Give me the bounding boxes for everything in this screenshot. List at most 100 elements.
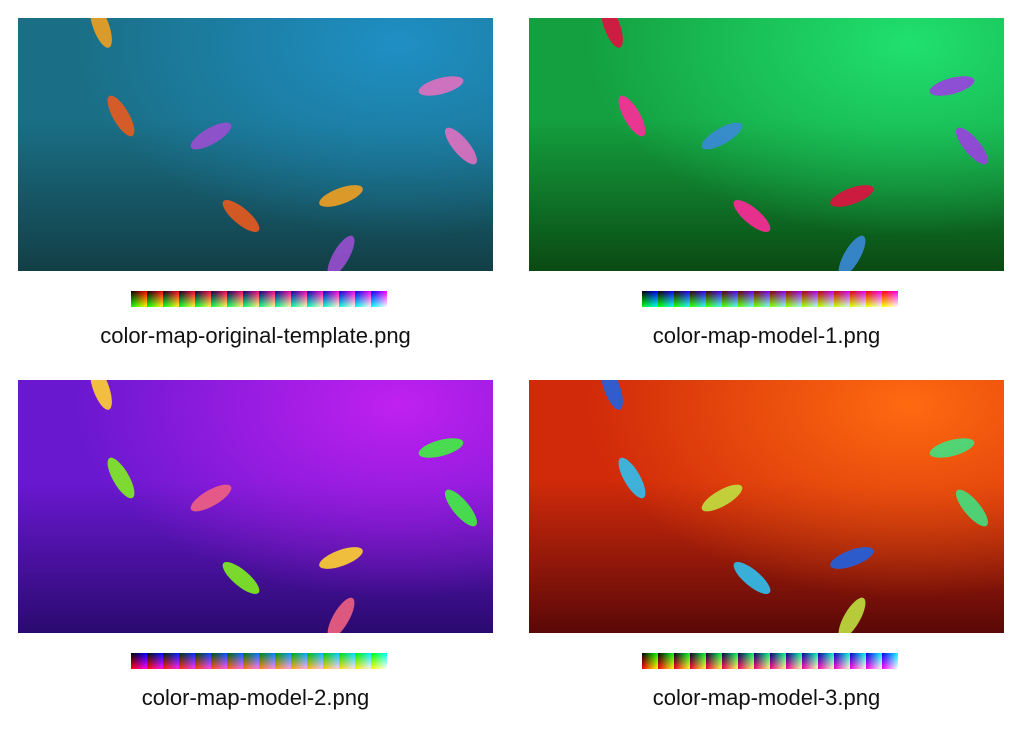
figure-caption: color-map-original-template.png [100,323,411,348]
color-map-tile [179,291,195,307]
figure-image [18,380,493,633]
fish-shape [102,454,140,502]
fish-shape [322,232,360,271]
color-map-tile [227,653,243,669]
color-map-tile [882,653,898,669]
fish-shape [316,542,366,574]
fish-shape [951,123,993,169]
fish-shape [613,454,651,502]
color-map-tile [866,653,882,669]
color-map-tile [706,291,722,307]
color-map-tile [371,291,387,307]
color-map-tile [882,291,898,307]
color-map-tile [195,653,211,669]
color-map-tile [147,653,163,669]
color-map-tile [690,653,706,669]
color-map-tile [690,291,706,307]
color-map-tile [339,653,355,669]
color-map-tile [802,291,818,307]
color-map-tile [307,291,323,307]
color-map-tile [355,653,371,669]
color-map-tile [243,291,259,307]
color-map-strip [642,291,898,307]
fish-shape [322,594,360,633]
color-map-tile [291,653,307,669]
color-map-tile [770,291,786,307]
color-map-tile [674,291,690,307]
fish-shape [440,485,482,531]
color-map-tile [163,653,179,669]
figure-caption: color-map-model-1.png [652,323,881,348]
figure-caption: color-map-model-3.png [652,685,881,710]
color-map-tile [738,653,754,669]
color-map-tile [786,653,802,669]
color-map-tile [307,653,323,669]
color-map-tile [866,291,882,307]
color-map-tile [355,291,371,307]
fish-shape [596,380,628,413]
color-map-tile [818,653,834,669]
color-map-tile [658,653,674,669]
color-map-tile [259,291,275,307]
color-map-tile [147,291,163,307]
color-map-tile [850,653,866,669]
color-map-strip [131,291,387,307]
color-map-strip [131,653,387,669]
color-map-tile [275,653,291,669]
color-map-tile [163,291,179,307]
color-map-tile [658,291,674,307]
fish-shape [927,434,977,462]
fish-shape [596,18,628,51]
fish-shape [951,485,993,531]
color-map-tile [674,653,690,669]
fish-shape [102,92,140,140]
color-map-tile [722,653,738,669]
color-map-tile [642,291,658,307]
figure-caption: color-map-model-2.png [141,685,370,710]
color-map-tile [834,291,850,307]
color-map-tile [323,653,339,669]
color-map-tile [706,653,722,669]
fish-shape [416,434,466,462]
color-map-tile [275,291,291,307]
fish-shape [316,180,366,212]
color-map-tile [738,291,754,307]
color-map-tile [131,653,147,669]
figure-image [529,18,1004,271]
color-map-tile [179,653,195,669]
color-map-tile [131,291,147,307]
fish-shape [833,594,871,633]
color-map-strip [642,653,898,669]
fish-shape [613,92,651,140]
fish-shape [729,557,775,599]
fish-shape [85,18,117,51]
color-map-tile [770,653,786,669]
color-map-tile [834,653,850,669]
fish-shape [218,195,264,237]
figure-image [18,18,493,271]
fish-shape [187,479,235,517]
fish-shape [218,557,264,599]
color-map-tile [227,291,243,307]
color-map-tile [259,653,275,669]
color-map-tile [818,291,834,307]
color-map-tile [211,653,227,669]
color-map-tile [339,291,355,307]
fish-shape [827,180,877,212]
color-map-tile [642,653,658,669]
color-map-tile [802,653,818,669]
color-map-tile [195,291,211,307]
color-map-tile [722,291,738,307]
fish-shape [729,195,775,237]
fish-shape [416,72,466,100]
fish-shape [827,542,877,574]
fish-shape [698,117,746,155]
fish-shape [833,232,871,271]
color-map-tile [850,291,866,307]
color-map-tile [371,653,387,669]
figure-image [529,380,1004,633]
color-map-tile [211,291,227,307]
color-map-tile [323,291,339,307]
color-map-tile [291,291,307,307]
fish-shape [187,117,235,155]
